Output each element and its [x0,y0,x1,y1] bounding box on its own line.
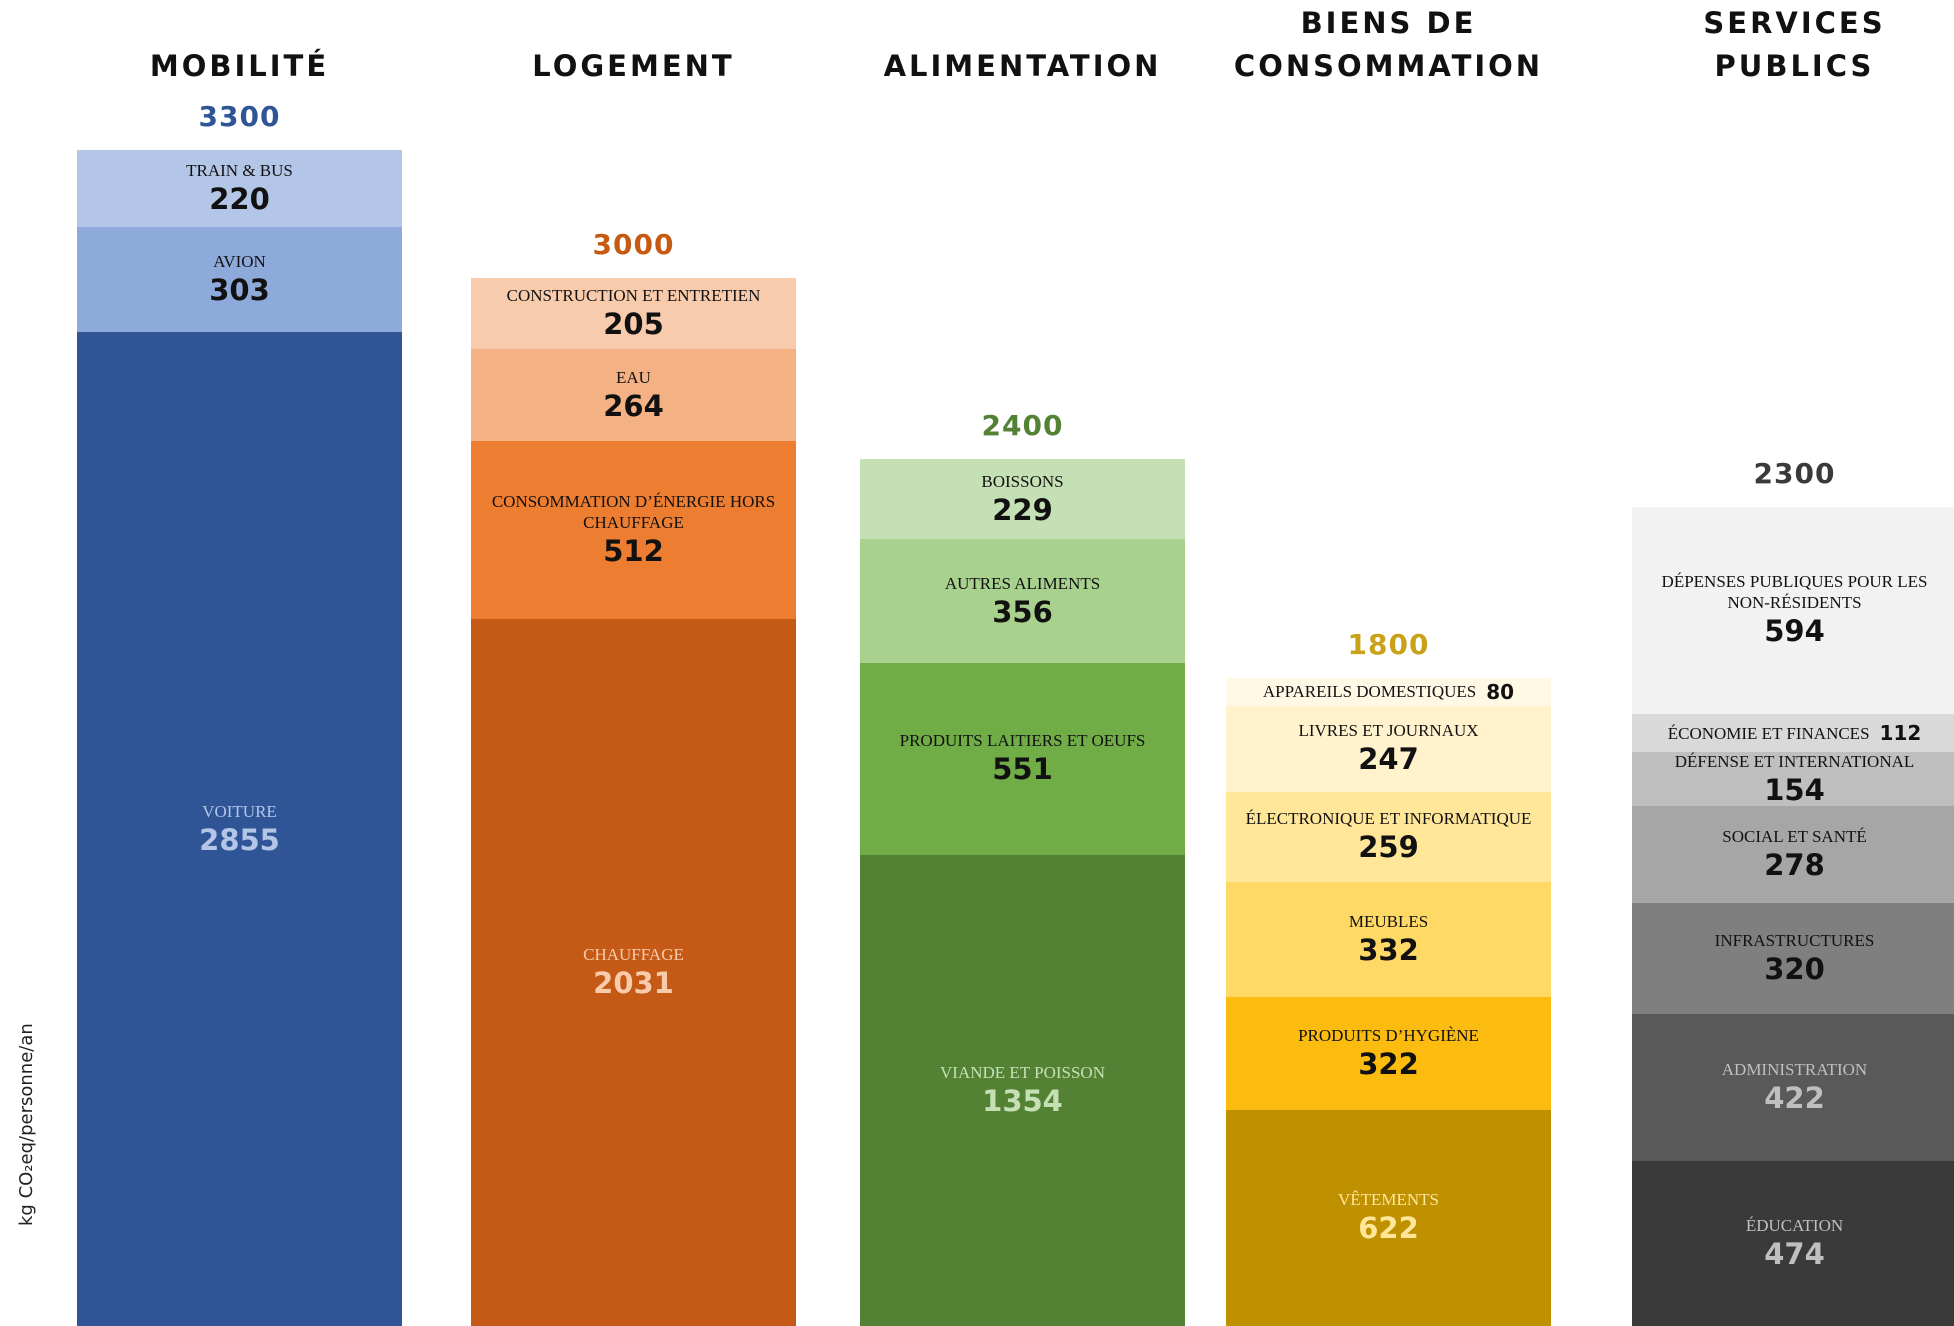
segment-value: 1354 [982,1083,1063,1118]
segment-value: 259 [1358,830,1419,865]
segment-value: 264 [603,388,664,423]
segment-value: 622 [1358,1211,1419,1246]
bar-segment: MEUBLES 332 [1226,881,1551,998]
title-line: SERVICES [1703,6,1886,40]
segment-name: INFRASTRUCTURES [1714,931,1875,950]
bar-segment: AVION 303 [77,227,402,333]
segment-value: 322 [1358,1047,1419,1081]
column-total: 1800 [1347,628,1430,662]
segment-name: DÉFENSE ET INTERNATIONAL [1674,751,1915,771]
column-title: LOGEMENT [471,45,796,88]
segment-value: 205 [603,306,664,341]
bar-segment: DÉPENSES PUBLIQUES POUR LES NON-RÉSIDENT… [1632,506,1954,714]
segment-name: ADMINISTRATION [1721,1060,1868,1080]
y-axis-label: kg CO₂eq/personne/an [16,1023,37,1226]
segment-value: 332 [1358,933,1419,968]
title-line: MOBILITÉ [149,49,330,83]
bar-segment: INFRASTRUCTURES 320 [1632,902,1954,1015]
segment-name: AVION [213,252,266,272]
segment-name: EAU [616,367,651,387]
segment-name: AUTRES ALIMENTS [944,573,1101,593]
segment-name: TRAIN & BUS [186,161,293,181]
column-title: MOBILITÉ [77,45,402,88]
bar-segment: BOISSONS 229 [860,459,1185,540]
segment-value: 2031 [593,966,674,1001]
column-total: 3300 [198,100,281,134]
column-total: 2400 [981,409,1064,443]
segment-name: ÉCONOMIE ET FINANCES [1667,723,1870,743]
title-line: LOGEMENT [532,49,735,83]
segment-value: 80 [1486,679,1515,704]
segment-value: 220 [209,182,270,217]
bar-segment: CHAUFFAGE 2031 [471,619,796,1326]
bar-segment: DÉFENSE ET INTERNATIONAL 154 [1632,751,1954,807]
bar-segment: LIVRES ET JOURNAUX 247 [1226,705,1551,792]
segment-name: DÉPENSES PUBLIQUES POUR LES NON-RÉSIDENT… [1661,572,1928,613]
bar-segment: ADMINISTRATION 422 [1632,1014,1954,1162]
bar-segment: ÉDUCATION 474 [1632,1161,1954,1326]
title-line: PUBLICS [1714,49,1875,83]
column-title: BIENS DE CONSOMMATION [1226,2,1551,88]
segment-name: BOISSONS [981,471,1064,491]
title-line: ALIMENTATION [883,49,1162,83]
segment-value: 474 [1764,1237,1825,1272]
segment-value: 247 [1358,742,1419,777]
segment-value: 320 [1764,952,1825,986]
segment-name: SOCIAL ET SANTÉ [1722,826,1867,846]
segment-value: 594 [1764,614,1825,649]
segment-name: ÉDUCATION [1745,1216,1844,1236]
segment-name: VÊTEMENTS [1337,1190,1440,1210]
bar-segment: SOCIAL ET SANTÉ 278 [1632,806,1954,903]
bar-segment: TRAIN & BUS 220 [77,150,402,227]
bar-segment: VIANDE ET POISSON 1354 [860,854,1185,1326]
bar-segment: VOITURE 2855 [77,332,402,1326]
segment-name: PRODUITS D’HYGIÈNE [1298,1026,1479,1045]
bar-segment: VÊTEMENTS 622 [1226,1109,1551,1326]
segment-value: 356 [992,594,1053,629]
bar-segment: EAU 264 [471,349,796,442]
segment-name: VOITURE [202,801,277,821]
segment-value: 154 [1764,772,1825,807]
segment-value: 2855 [199,822,280,857]
title-line: BIENS DE [1300,6,1477,40]
segment-name: LIVRES ET JOURNAUX [1298,721,1479,741]
segment-name: PRODUITS LAITIERS ET OEUFS [899,731,1146,751]
bar-segment: APPAREILS DOMESTIQUES 80 [1226,678,1551,706]
bar-segment: CONSTRUCTION ET ENTRETIEN 205 [471,277,796,350]
column-total: 3000 [592,227,675,261]
column-total: 2300 [1753,456,1836,490]
segment-name: ÉLECTRONIQUE ET INFORMATIQUE [1245,809,1532,829]
bar-segment: PRODUITS LAITIERS ET OEUFS 551 [860,663,1185,855]
segment-value: 112 [1879,721,1922,745]
bar-segment: CONSOMMATION D’ÉNERGIE HORS CHAUFFAGE 512 [471,441,796,620]
segment-value: 278 [1764,847,1825,882]
segment-value: 303 [209,273,270,308]
bar-segment: PRODUITS D’HYGIÈNE 322 [1226,997,1551,1110]
bar-segment: ÉLECTRONIQUE ET INFORMATIQUE 259 [1226,791,1551,882]
segment-name: APPAREILS DOMESTIQUES [1262,682,1477,702]
segment-value: 229 [992,492,1053,527]
segment-name: VIANDE ET POISSON [940,1062,1105,1082]
segment-name: CONSOMMATION D’ÉNERGIE HORS CHAUFFAGE [491,492,776,533]
column-title: SERVICES PUBLICS [1632,2,1954,88]
bar-segment: AUTRES ALIMENTS 356 [860,539,1185,664]
bar-segment: ÉCONOMIE ET FINANCES 112 [1632,713,1954,753]
column-title: ALIMENTATION [860,45,1185,88]
segment-value: 422 [1764,1081,1825,1116]
segment-name: MEUBLES [1348,912,1429,932]
segment-value: 551 [992,752,1053,787]
title-line: CONSOMMATION [1233,49,1544,83]
segment-name: CHAUFFAGE [583,945,684,965]
segment-name: CONSTRUCTION ET ENTRETIEN [506,285,761,305]
segment-value: 512 [603,534,664,569]
